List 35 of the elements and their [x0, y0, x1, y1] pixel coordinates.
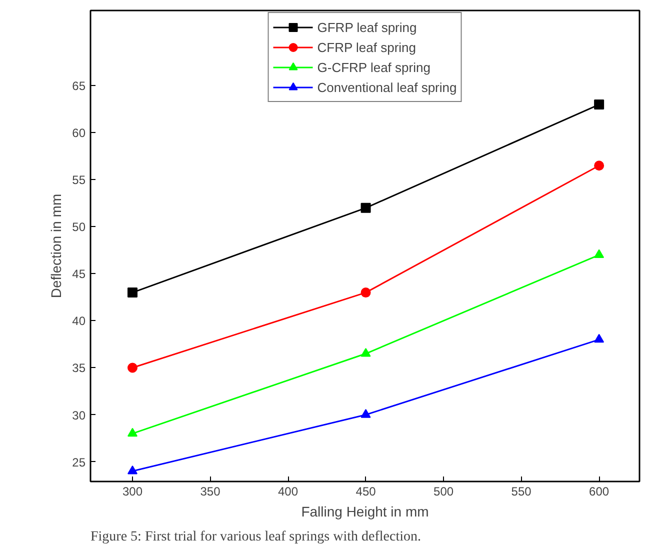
y-tick-label: 40: [72, 314, 86, 328]
legend-label: Conventional leaf spring: [317, 80, 457, 94]
x-tick-label: 450: [356, 484, 376, 498]
x-tick-label: 600: [589, 484, 610, 498]
y-tick-label: 60: [72, 126, 86, 140]
y-tick-label: 45: [72, 267, 86, 282]
y-tick-label: 35: [72, 361, 86, 376]
point: [127, 288, 138, 298]
x-tick-label: 350: [200, 484, 221, 498]
point: [127, 465, 138, 474]
x-tick-label: 400: [278, 484, 298, 498]
point: [360, 348, 371, 357]
y-tick-label: 65: [72, 79, 86, 94]
y-tick-label: 30: [72, 408, 86, 422]
y-tick-label: 55: [72, 173, 86, 188]
point: [360, 202, 371, 213]
x-tick-label: 550: [511, 484, 532, 498]
caption: Figure 5: First trial for various leaf springs with deflection.: [90, 530, 421, 544]
point: [594, 249, 604, 258]
legend-label: CFRP leaf spring: [317, 40, 416, 54]
point: [360, 409, 371, 418]
point: [594, 160, 604, 171]
x-tick-label: 500: [434, 484, 454, 498]
point: [127, 362, 138, 373]
legend-label: GFRP leaf spring: [317, 20, 417, 34]
legend-label: G-CFRP leaf spring: [317, 60, 430, 74]
point: [127, 428, 138, 437]
y-tick-label: 50: [72, 220, 86, 234]
y-tick-label: 25: [72, 455, 86, 470]
x-tick-label: 300: [122, 484, 143, 498]
point: [594, 100, 604, 110]
point: [360, 288, 371, 298]
point: [594, 334, 604, 343]
y-axis-title: Deflection in mm: [48, 194, 64, 298]
x-axis-title: Falling Height in mm: [301, 504, 429, 520]
